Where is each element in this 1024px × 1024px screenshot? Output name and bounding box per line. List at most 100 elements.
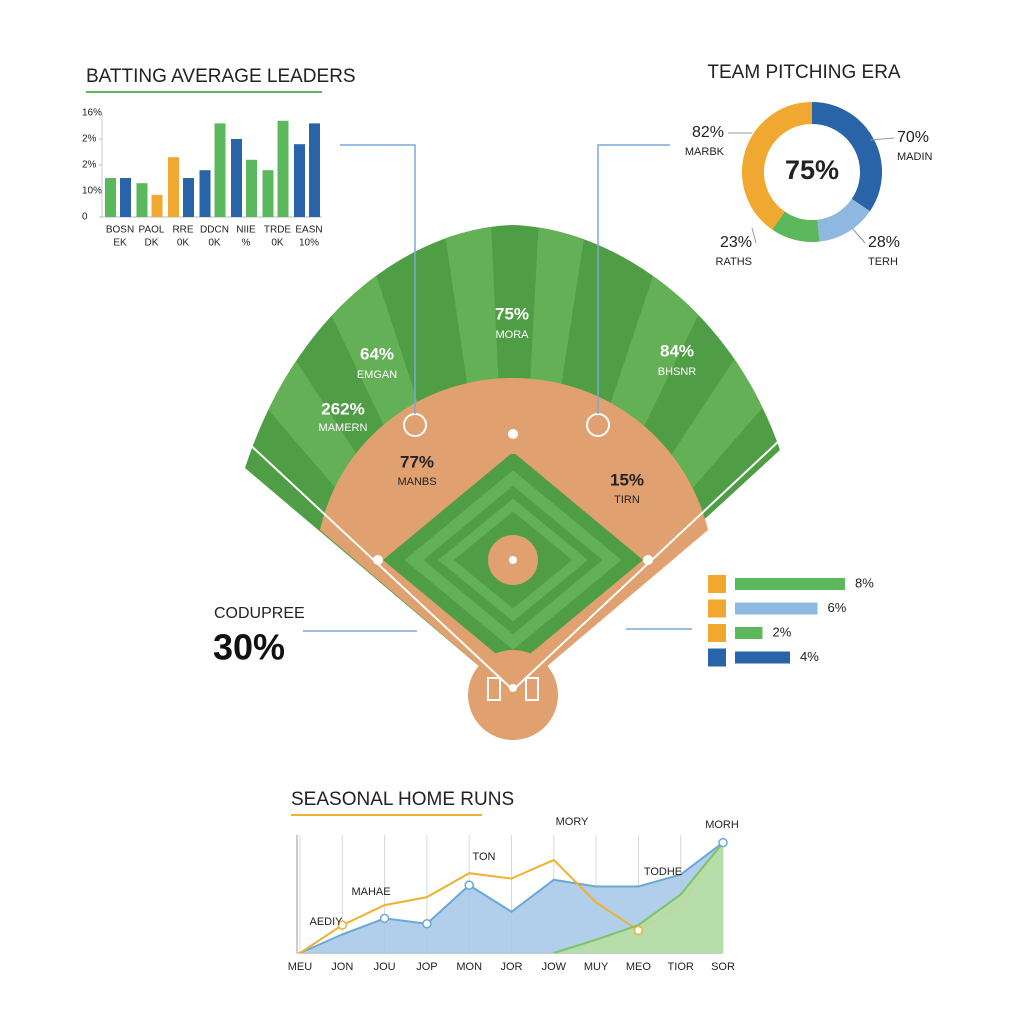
field-value: 15% (610, 470, 644, 489)
grass-pattern (404, 470, 622, 650)
point-marker (718, 837, 728, 848)
field-name: BHSNR (658, 366, 697, 378)
base-cutout (499, 426, 527, 454)
marker-ring (416, 626, 428, 638)
bar (309, 123, 320, 217)
x-tick-label: MEO (626, 961, 652, 973)
bar (294, 144, 305, 217)
x-tick-label: DDCN (200, 225, 229, 236)
donut-category-label: RATHS (716, 256, 752, 268)
donut-value-label: 70% (897, 129, 929, 146)
x-tick-label: SOR (711, 961, 735, 973)
point-marker (337, 920, 348, 930)
field-value: 75% (495, 304, 529, 323)
bar (246, 159, 257, 217)
point-marker (633, 925, 644, 936)
area (300, 842, 723, 953)
bar (735, 627, 763, 639)
marker-ring (615, 624, 627, 636)
y-tick-label: 16% (82, 108, 102, 119)
chart-title: BATTING AVERAGE LEADERS (86, 66, 356, 87)
coach-box (387, 606, 423, 633)
coach-box (605, 606, 639, 637)
callout-line (597, 144, 670, 414)
bar (735, 651, 790, 664)
bar (735, 578, 845, 590)
home-circle (468, 650, 558, 740)
x-tick-label: % (242, 238, 251, 249)
leader-line (751, 227, 757, 244)
bar (183, 178, 194, 217)
bar (105, 178, 116, 217)
field-name: MAMERN (319, 422, 368, 434)
field-value: 262% (321, 399, 364, 418)
x-tick-label: 0K (271, 238, 284, 249)
x-tick-label: EASN (295, 225, 322, 236)
bar-value-label: 4% (800, 649, 819, 664)
donut-segment (811, 102, 882, 212)
bar (151, 194, 163, 217)
bar-value-label: 8% (855, 575, 874, 590)
legend-swatch (708, 599, 726, 618)
y-tick-label: 2% (82, 134, 97, 145)
x-tick-label: MEU (288, 961, 313, 973)
donut-value-label: 82% (692, 124, 724, 141)
field-value: 84% (660, 341, 694, 360)
annotation: MORH (705, 819, 739, 831)
x-tick-label: RRE (172, 225, 193, 236)
point-marker (379, 913, 390, 924)
x-tick-label: NIIE (236, 225, 256, 236)
annotation: TON (472, 851, 495, 863)
x-tick-label: JON (331, 961, 353, 973)
bar (214, 123, 226, 217)
line (553, 841, 724, 954)
annotation: AEDIY (309, 916, 343, 928)
callout-value: 30% (213, 627, 285, 668)
donut-segment (772, 211, 820, 242)
leader-line (851, 227, 866, 244)
line (299, 841, 724, 954)
bar (735, 602, 818, 615)
y-tick-label: 2% (82, 160, 97, 171)
home-plate (509, 684, 517, 692)
bar (136, 183, 148, 217)
legend-swatch (708, 575, 726, 593)
x-tick-label: BOSN (106, 225, 134, 236)
bar (199, 170, 211, 217)
leader-line (869, 137, 895, 141)
donut-category-label: TERH (868, 256, 898, 268)
field-name: EMGAN (357, 369, 397, 381)
bar (231, 139, 242, 217)
bar-value-label: 2% (773, 624, 792, 639)
annotation: TODHE (644, 866, 682, 878)
chart-title: TEAM PITCHING ERA (707, 62, 901, 83)
x-tick-label: JOR (501, 961, 523, 973)
bar (262, 170, 274, 217)
chart-title: SEASONAL HOME RUNS (291, 789, 514, 810)
x-tick-label: JOW (542, 961, 567, 973)
x-tick-label: 0K (208, 238, 221, 249)
x-tick-label: JOP (416, 961, 437, 973)
grass-pattern (438, 498, 588, 622)
donut-category-label: MARBK (685, 146, 725, 158)
x-tick-label: 0K (177, 238, 190, 249)
donut-category-label: MADIN (897, 151, 933, 163)
y-tick-label: 0 (82, 212, 88, 223)
rubber (509, 556, 517, 564)
point-marker (464, 880, 474, 890)
x-tick-label: MON (456, 961, 482, 973)
donut-center-label: 75% (785, 155, 839, 185)
bar (168, 157, 179, 217)
x-tick-label: PAOL (139, 225, 165, 236)
bar (277, 120, 289, 217)
legend-swatch (708, 624, 726, 642)
x-tick-label: EK (113, 238, 127, 249)
x-tick-label: TRDE (264, 225, 292, 236)
x-tick-label: TIOR (668, 961, 694, 973)
foul-line (244, 439, 514, 691)
field-value: 77% (400, 452, 434, 471)
point-marker (422, 918, 432, 929)
donut-segment (816, 198, 870, 242)
foul-line (512, 439, 781, 691)
annotation: MAHAE (351, 886, 390, 898)
